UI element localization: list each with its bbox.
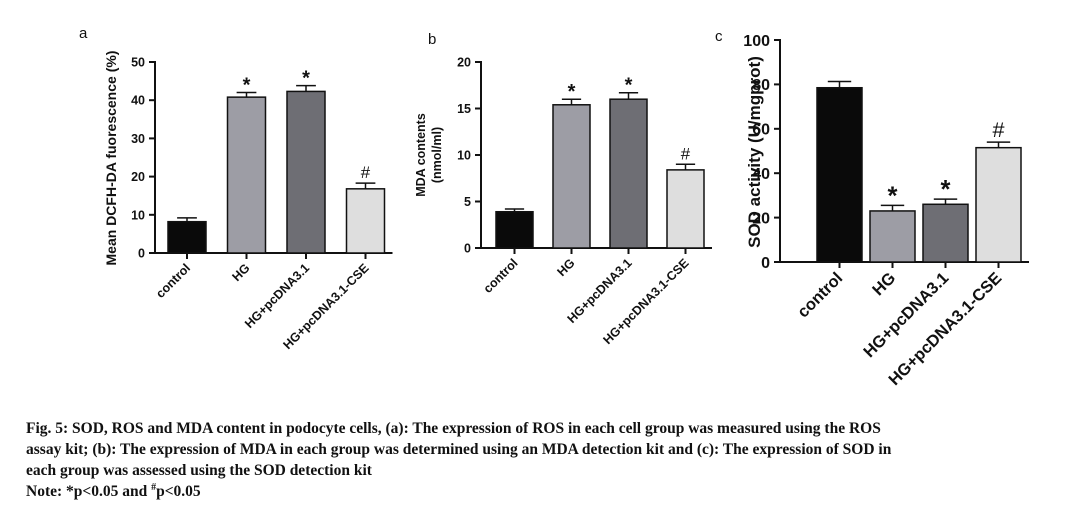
y-tick-label: 20: [752, 210, 770, 227]
bar-0: [816, 86, 863, 263]
bar-3: [666, 169, 705, 249]
significance-mark: *: [243, 75, 251, 97]
panel-label: a: [79, 25, 88, 42]
chart-panel-c: c 0 20 40 60 80 100 SOD activity (U/mgprot) cont…: [715, 28, 1029, 389]
y-tick-label: 0: [761, 255, 770, 272]
y-axis-label: SOD activity (U/mgprot): [745, 56, 764, 248]
y-tick-label: 30: [131, 132, 145, 146]
bar-3: [975, 146, 1022, 263]
panel-label: c: [715, 28, 723, 45]
bar-0: [495, 210, 534, 249]
panel-label: b: [428, 31, 436, 48]
y-tick-label: 0: [138, 247, 145, 261]
bar-1: [552, 104, 591, 249]
significance-mark: #: [681, 144, 691, 163]
significance-mark: #: [992, 117, 1004, 142]
chart-panel-b: b 0 5 10 15 20 MDA contents (nmol/ml) control * HG…: [414, 31, 712, 347]
caption-line-1: Fig. 5: SOD, ROS and MDA content in podo…: [26, 420, 881, 437]
y-tick-label: 100: [743, 33, 770, 50]
category-label: control: [481, 256, 521, 296]
figure-caption: Fig. 5: SOD, ROS and MDA content in podo…: [26, 418, 1061, 502]
chart-panel-a: a 0 10 20 30 40 50 Mean DCFH-DA fuorescence (%)…: [79, 25, 393, 352]
bar-0: [167, 220, 207, 254]
bar-2: [922, 203, 969, 263]
bar-1: [226, 96, 267, 254]
significance-mark: *: [941, 176, 951, 204]
bar-3: [345, 188, 386, 254]
y-tick-label: 10: [457, 149, 471, 163]
bar-2: [609, 98, 648, 249]
caption-note: Note: *p<0.05 and #p<0.05: [26, 481, 1061, 502]
y-axis-label: Mean DCFH-DA fuorescence (%): [103, 51, 119, 266]
category-label: HG: [229, 261, 252, 284]
y-tick-label: 20: [131, 170, 145, 184]
y-tick-label: 15: [457, 102, 471, 116]
y-tick-label: 40: [131, 94, 145, 108]
significance-mark: *: [625, 75, 633, 97]
category-label: control: [794, 269, 846, 321]
y-tick-label: 0: [464, 242, 471, 256]
category-label: HG: [869, 269, 899, 299]
caption-line-2: assay kit; (b): The expression of MDA in…: [26, 441, 892, 458]
caption-line-3: each group was assessed using the SOD de…: [26, 462, 372, 479]
significance-mark: *: [302, 68, 310, 90]
bar-1: [869, 210, 916, 263]
y-tick-label: 60: [752, 122, 770, 139]
note-suffix: p<0.05: [156, 483, 201, 500]
category-label: control: [153, 261, 193, 301]
bar-2: [286, 90, 326, 254]
y-tick-label: 80: [752, 77, 770, 94]
y-tick-label: 10: [131, 208, 145, 222]
significance-mark: *: [568, 81, 576, 103]
y-tick-label: 50: [131, 56, 145, 70]
category-label: HG: [554, 256, 577, 279]
significance-mark: #: [361, 163, 371, 182]
y-axis-label: (nmol/ml): [430, 127, 444, 183]
note-prefix: Note: *p<0.05 and: [26, 483, 152, 500]
y-axis-label: MDA contents: [414, 113, 428, 197]
y-tick-label: 5: [464, 195, 471, 209]
note-sup: #: [151, 481, 157, 493]
y-tick-label: 40: [752, 166, 770, 183]
significance-mark: *: [888, 182, 898, 210]
y-tick-label: 20: [457, 56, 471, 70]
